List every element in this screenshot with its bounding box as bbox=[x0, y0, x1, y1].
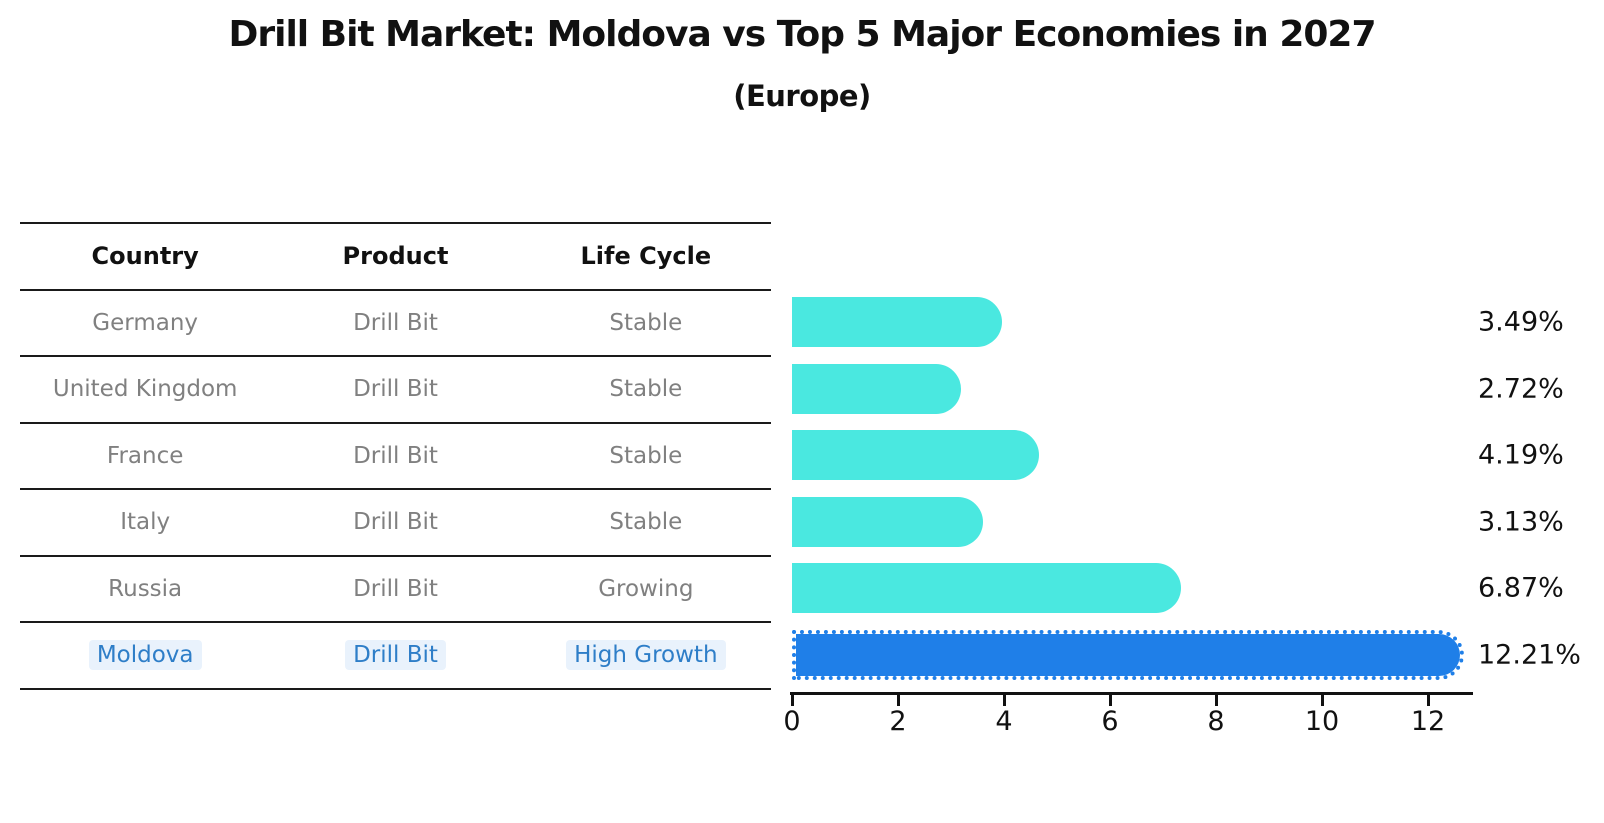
x-tick bbox=[1426, 695, 1430, 706]
table-header-row: Country Product Life Cycle bbox=[20, 222, 771, 289]
chart-title: Drill Bit Market: Moldova vs Top 5 Major… bbox=[228, 14, 1376, 55]
cell-country: United Kingdom bbox=[52, 376, 238, 403]
cell-product: Drill Bit bbox=[353, 509, 438, 536]
chart-subtitle: (Europe) bbox=[733, 79, 871, 113]
x-tick bbox=[790, 695, 794, 706]
cell-country: Italy bbox=[120, 509, 171, 536]
x-tick bbox=[1320, 695, 1324, 706]
cell-life-cycle: Stable bbox=[609, 509, 683, 536]
table-row: France Drill Bit Stable bbox=[20, 421, 771, 489]
x-tick bbox=[896, 695, 900, 706]
chart-bar-france bbox=[792, 430, 1040, 480]
x-tick bbox=[1214, 695, 1218, 706]
chart-bar-moldova bbox=[792, 629, 1465, 680]
bar-value-label: 3.49% bbox=[1478, 306, 1564, 338]
cell-product: Drill Bit bbox=[270, 640, 520, 671]
bar-value-label: 3.13% bbox=[1478, 506, 1564, 537]
x-tick-label: 6 bbox=[1101, 706, 1119, 737]
chart-bar-united-kingdom bbox=[792, 363, 962, 414]
cell-life-cycle: Stable bbox=[609, 442, 683, 469]
x-tick-label: 10 bbox=[1304, 706, 1340, 737]
cell-country: Moldova bbox=[20, 640, 270, 671]
column-header-life-cycle: Life Cycle bbox=[580, 242, 712, 271]
table-row: Italy Drill Bit Stable bbox=[20, 488, 771, 555]
column-header-product: Product bbox=[342, 242, 449, 271]
bar-value-label: 2.72% bbox=[1478, 373, 1564, 404]
cell-country: Germany bbox=[92, 309, 199, 336]
x-tick-label: 2 bbox=[889, 706, 907, 737]
cell-country: France bbox=[106, 442, 184, 469]
column-header-country: Country bbox=[91, 242, 199, 271]
chart-bar-germany bbox=[792, 297, 1002, 347]
bar-value-label: 6.87% bbox=[1478, 572, 1564, 604]
cell-life-cycle: Stable bbox=[609, 309, 683, 336]
x-tick bbox=[1108, 695, 1112, 706]
x-tick-label: 8 bbox=[1207, 706, 1225, 737]
cell-product: Drill Bit bbox=[353, 376, 438, 403]
cell-life-cycle: Growing bbox=[598, 575, 694, 602]
bar-value-label: 12.21% bbox=[1478, 639, 1581, 670]
x-tick-label: 12 bbox=[1410, 706, 1446, 737]
country-table: Country Product Life Cycle Germany Drill… bbox=[20, 222, 771, 690]
cell-country: Russia bbox=[108, 575, 183, 602]
cell-life-cycle: High Growth bbox=[521, 640, 771, 671]
cell-product: Drill Bit bbox=[353, 575, 438, 602]
table-row: Germany Drill Bit Stable bbox=[20, 288, 771, 356]
table-row: Russia Drill Bit Growing bbox=[20, 554, 771, 622]
table-row-moldova: Moldova Drill Bit High Growth bbox=[20, 621, 771, 688]
cell-product: Drill Bit bbox=[353, 442, 438, 469]
x-tick bbox=[1002, 695, 1006, 706]
chart-bar-italy bbox=[792, 496, 983, 547]
chart-bar-russia bbox=[792, 563, 1182, 613]
bar-value-label: 4.19% bbox=[1478, 439, 1564, 471]
cell-product: Drill Bit bbox=[353, 309, 438, 336]
x-tick-label: 0 bbox=[783, 706, 801, 737]
cell-life-cycle: Stable bbox=[609, 376, 683, 403]
table-row: United Kingdom Drill Bit Stable bbox=[20, 355, 771, 422]
x-axis-line bbox=[790, 692, 1473, 695]
x-tick-label: 4 bbox=[995, 706, 1013, 737]
